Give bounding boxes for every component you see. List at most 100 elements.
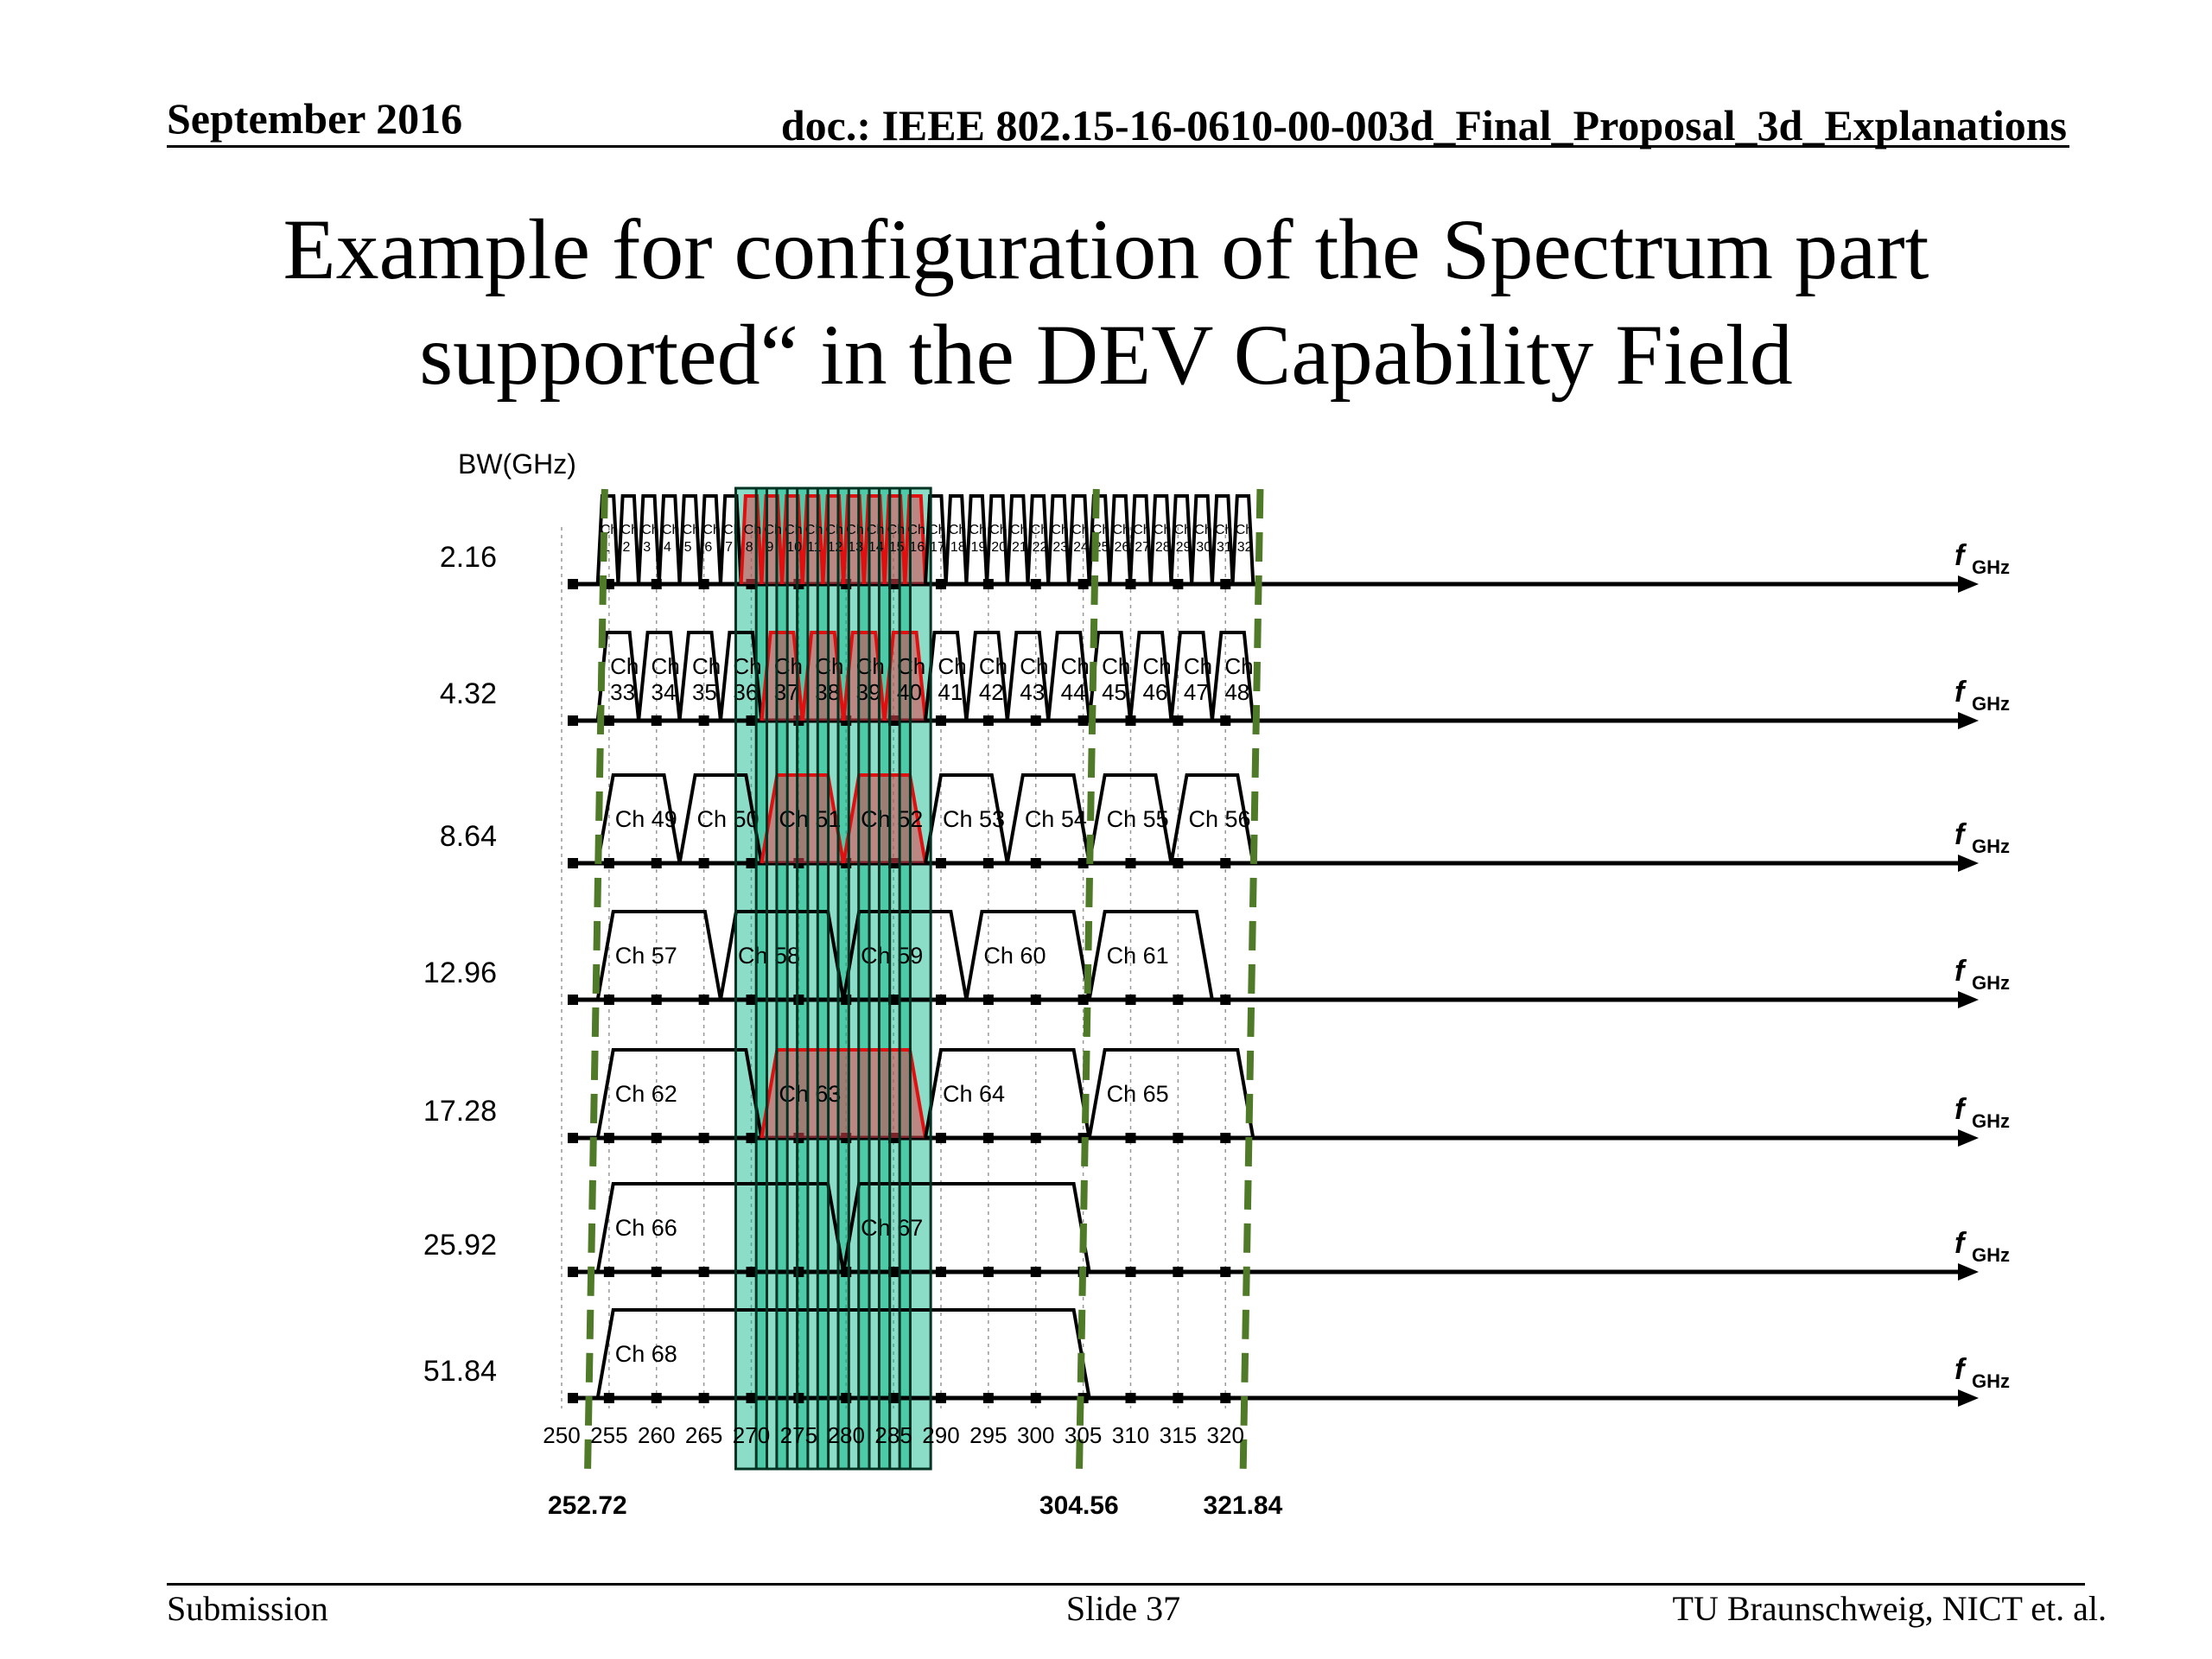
channel-28-label-number: 28: [1155, 540, 1171, 555]
channel-43-label-prefix: Ch: [1020, 653, 1048, 679]
axis-tick: [1077, 715, 1089, 726]
channel-31-label-number: 31: [1217, 540, 1232, 555]
axis-tick: [651, 1133, 662, 1143]
channel-7-label-prefix: Ch: [723, 523, 741, 537]
channel-51-label: Ch 51: [779, 806, 841, 832]
header-rule: [167, 145, 2069, 148]
channel-44-label-number: 44: [1061, 679, 1086, 705]
axis-tick: [982, 1393, 994, 1403]
channel-20-label-prefix: Ch: [989, 523, 1007, 537]
channel-54-label: Ch 54: [1025, 806, 1087, 832]
channel-12-label-number: 12: [828, 540, 843, 555]
channel-6-shape: [698, 494, 722, 585]
boundary-label: 304.56: [1039, 1491, 1119, 1520]
bw-label: 25.92: [423, 1229, 497, 1262]
axis-tick: [1220, 995, 1231, 1005]
bw-row-25-92: 25.92 f GHz Ch 66 Ch 67: [423, 1182, 2010, 1281]
channel-65-label: Ch 65: [1107, 1081, 1169, 1107]
slide-title: Example for configuration of the Spectru…: [0, 197, 2212, 408]
axis-unit-subscript: GHz: [1972, 1110, 2010, 1132]
axis-tick: [1077, 858, 1089, 868]
axis-tick: [651, 858, 662, 868]
channel-60-shape: [964, 910, 1091, 1001]
channel-45-label-prefix: Ch: [1102, 653, 1130, 679]
axis-tick: [936, 995, 946, 1005]
axis-start-marker: [568, 1133, 578, 1143]
channel-58-label: Ch 58: [738, 943, 800, 969]
boundary-label: 321.84: [1204, 1491, 1283, 1520]
highlight-column-outline: [796, 486, 830, 1471]
channel-17-label-prefix: Ch: [928, 523, 945, 537]
channel-4-label-number: 4: [664, 540, 671, 555]
axis-tick: [651, 1267, 662, 1277]
channel-67-label: Ch 67: [861, 1215, 923, 1241]
channel-33-label-number: 33: [610, 679, 635, 705]
axis-start-marker: [568, 995, 578, 1005]
channel-5-label-prefix: Ch: [683, 523, 700, 537]
channel-55-label: Ch 55: [1107, 806, 1169, 832]
channel-42-shape: [964, 631, 1009, 721]
axis-tick: [1030, 1267, 1041, 1277]
axis-tick: [603, 1267, 614, 1277]
channel-48-label-number: 48: [1224, 679, 1249, 705]
freq-tick-label: 305: [1065, 1422, 1102, 1448]
channel-21-label-number: 21: [1012, 540, 1027, 555]
channel-22-label-prefix: Ch: [1031, 523, 1048, 537]
channel-58-shape: [718, 910, 846, 1001]
channel-5-shape: [677, 494, 702, 585]
axis-start-marker: [568, 715, 578, 726]
axis-unit-label: f: [1955, 1227, 1967, 1260]
channel-2-shape: [616, 494, 641, 585]
header-date: September 2016: [167, 94, 463, 143]
channel-56-shape: [1169, 773, 1255, 864]
channel-4-label-prefix: Ch: [662, 523, 679, 537]
axis-tick: [1173, 1133, 1184, 1143]
channel-27-label-prefix: Ch: [1133, 523, 1150, 537]
channel-53-label: Ch 53: [943, 806, 1005, 832]
channel-21-shape: [1005, 494, 1030, 585]
channel-16-label-prefix: Ch: [907, 523, 925, 537]
channel-48-shape: [1210, 631, 1255, 721]
axis-tick: [793, 1267, 804, 1277]
channel-62-label: Ch 62: [615, 1081, 677, 1107]
footer-rule: [167, 1583, 2085, 1586]
axis-tick: [1220, 1393, 1231, 1403]
channel-28-label-prefix: Ch: [1154, 523, 1171, 537]
channel-31-label-prefix: Ch: [1215, 523, 1232, 537]
channel-19-label-prefix: Ch: [969, 523, 987, 537]
channel-8-label-prefix: Ch: [744, 523, 761, 537]
axis-arrowhead: [1958, 1389, 1979, 1407]
axis-tick: [603, 858, 614, 868]
channel-24-label-prefix: Ch: [1071, 523, 1089, 537]
highlight-column-outline: [816, 486, 850, 1471]
axis-tick: [1220, 715, 1231, 726]
bw-row-12-96: 12.96 f GHz Ch 57 Ch 58 Ch 59 Ch 60 Ch 61: [423, 910, 2010, 1008]
axis-tick: [1125, 1393, 1136, 1403]
axis-tick: [1173, 995, 1184, 1005]
boundary-label: 252.72: [548, 1491, 627, 1520]
axis-unit-label: f: [1955, 1353, 1967, 1386]
axis-tick: [936, 1267, 946, 1277]
channel-47-shape: [1169, 631, 1214, 721]
channel-35-label-prefix: Ch: [692, 653, 721, 679]
axis-unit-subscript: GHz: [1972, 1244, 2010, 1266]
freq-tick-label: 290: [922, 1422, 959, 1448]
axis-unit-label: f: [1955, 676, 1967, 709]
channel-46-shape: [1128, 631, 1173, 721]
bw-row-8-64: 8.64 f GHz Ch 49 Ch 50 Ch 51 Ch 52 Ch 53 Ch 54 Ch…: [440, 773, 2010, 872]
axis-tick: [1125, 1133, 1136, 1143]
axis-tick: [1220, 1133, 1231, 1143]
axis-tick: [1077, 579, 1089, 589]
channel-2-label-number: 2: [623, 540, 631, 555]
boundary-line: [1075, 488, 1100, 1483]
axis-unit-label: f: [1955, 1093, 1967, 1126]
channel-8-label-number: 8: [746, 540, 753, 555]
axis-tick: [1030, 1133, 1041, 1143]
channel-7-label-number: 7: [725, 540, 733, 555]
axis-unit-subscript: GHz: [1972, 693, 2010, 715]
channel-47-label-prefix: Ch: [1184, 653, 1212, 679]
channel-9-label-number: 9: [766, 540, 773, 555]
channel-27-label-number: 27: [1135, 540, 1150, 555]
freq-tick-label: 255: [590, 1422, 627, 1448]
axis-tick: [1125, 1267, 1136, 1277]
